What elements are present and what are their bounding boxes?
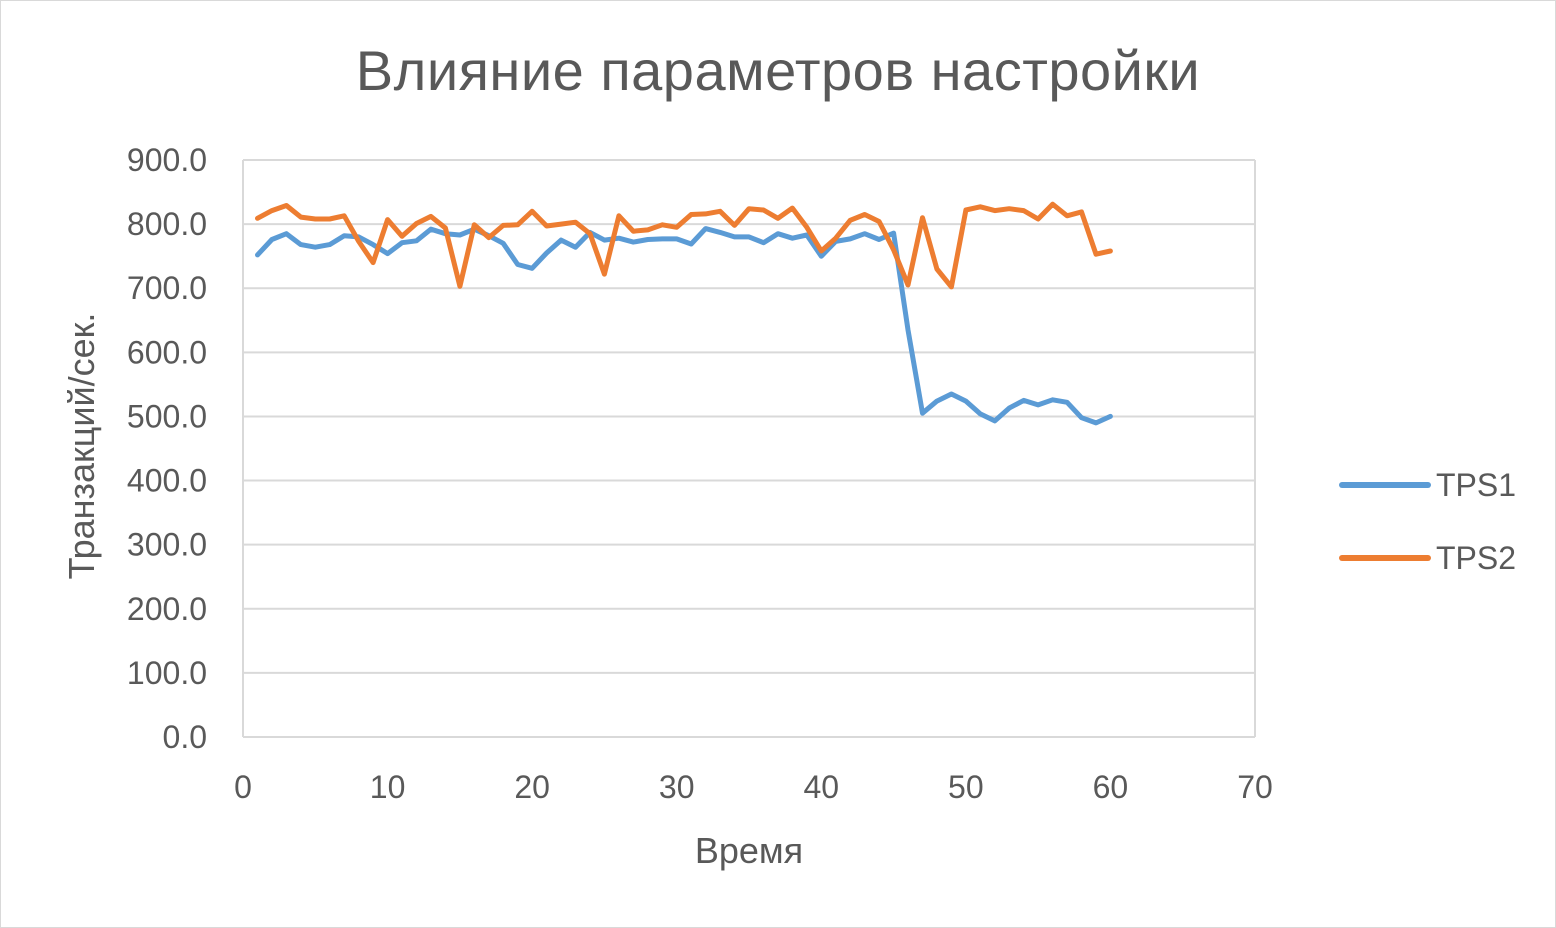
x-tick-label: 20 [514,769,550,805]
series-lines [255,201,1113,426]
y-tick-label: 200.0 [127,591,207,627]
y-tick-label: 100.0 [127,655,207,691]
series-line-tps2 [255,201,1113,290]
gridlines [242,159,1256,738]
y-tick-label: 300.0 [127,527,207,563]
x-tick-label: 60 [1093,769,1129,805]
legend-label-tps1: TPS1 [1436,467,1516,503]
legend: TPS1 TPS2 [1339,467,1516,576]
x-axis-ticks: 0 10 20 30 40 50 60 70 [234,769,1273,805]
y-tick-label: 900.0 [127,142,207,178]
x-tick-label: 40 [803,769,839,805]
x-tick-label: 30 [659,769,695,805]
y-tick-label: 500.0 [127,398,207,434]
legend-label-tps2: TPS2 [1436,540,1516,576]
x-tick-label: 10 [370,769,406,805]
x-tick-label: 50 [948,769,984,805]
series-line-tps1 [255,226,1113,426]
y-tick-label: 600.0 [127,334,207,370]
x-axis-title: Время [694,830,804,871]
y-axis-ticks: 0.0 100.0 200.0 300.0 400.0 500.0 600.0 700.0 80… [127,142,207,755]
x-tick-label: 70 [1237,769,1273,805]
chart-title: Влияние параметров настройки [355,39,1201,102]
y-tick-label: 800.0 [127,206,207,242]
x-tick-label: 0 [234,769,252,805]
y-tick-label: 700.0 [127,270,207,306]
y-tick-label: 400.0 [127,463,207,499]
y-tick-label: 0.0 [163,719,207,755]
